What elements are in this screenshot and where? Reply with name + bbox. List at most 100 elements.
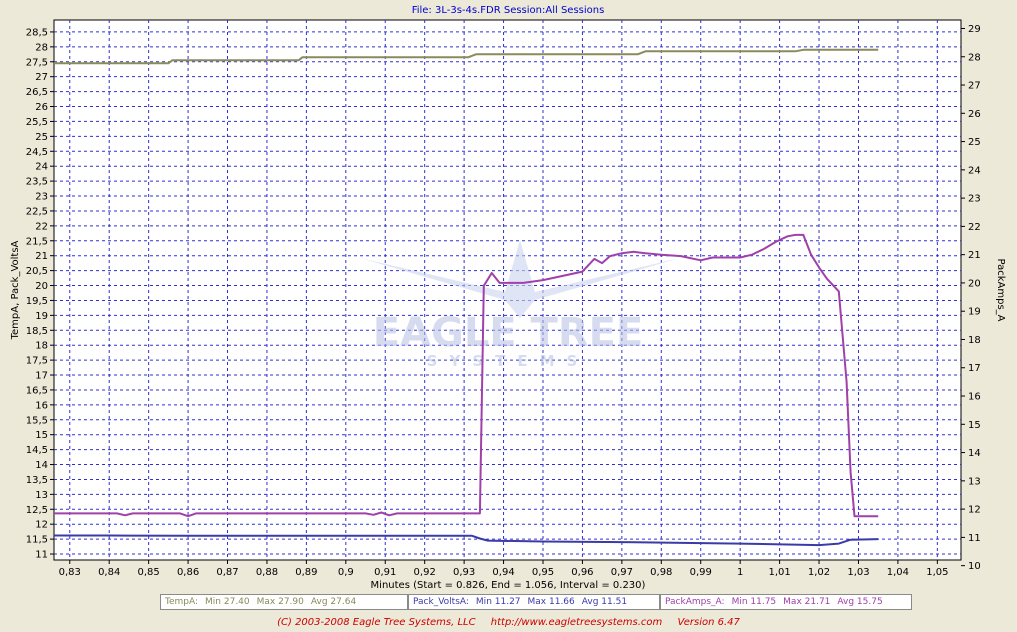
x-tick-label: 0,99 [690, 567, 712, 578]
y-left-tick-label: 20 [35, 281, 48, 292]
legend-min: Min 11.75 [731, 597, 777, 607]
legend-max: Max 21.71 [783, 597, 831, 607]
x-tick-label: 1,03 [847, 567, 869, 578]
y-left-tick-label: 17,5 [26, 356, 48, 367]
y-left-tick-label: 16,5 [26, 385, 48, 396]
y-right-tick-label: 26 [968, 109, 981, 120]
y-right-tick-label: 16 [968, 392, 981, 403]
legend-name: PackAmps_A: [665, 597, 725, 607]
legend-name: Pack_VoltsA: [413, 597, 469, 607]
legend-name: TempA: [165, 597, 199, 607]
x-tick-label: 0,95 [532, 567, 554, 578]
y-left-tick-label: 18 [35, 341, 48, 352]
watermark-logo: EAGLE TREE SYSTEMS [360, 240, 680, 370]
legend-item-tempa: TempA: Min 27.40 Max 27.90 Avg 27.64 [160, 594, 408, 610]
y-left-tick-label: 21 [35, 251, 48, 262]
legend-avg: Avg 11.51 [581, 597, 628, 607]
legend-avg: Avg 27.64 [310, 597, 357, 607]
y-left-tick-label: 28,5 [26, 27, 48, 38]
y-left-tick-label: 26,5 [26, 87, 48, 98]
y-right-tick-label: 29 [968, 24, 981, 35]
y-left-axis-ticks: 11 11,5 12 12,5 13 13,5 14 14,5 15 15,5 16 16,5 17 17… [26, 27, 54, 561]
y-right-tick-label: 14 [968, 448, 981, 459]
x-axis-ticks: 0,83 0,84 0,85 0,86 0,87 0,88 0,89 0,9 0,91 0,92 0… [59, 560, 948, 578]
y-right-tick-label: 28 [968, 52, 981, 63]
y-left-tick-label: 28 [35, 42, 48, 53]
y-right-tick-label: 10 [968, 561, 981, 572]
x-tick-label: 1,05 [926, 567, 948, 578]
y-left-tick-label: 27,5 [26, 57, 48, 68]
x-tick-label: 0,92 [414, 567, 436, 578]
y-right-tick-label: 20 [968, 278, 981, 289]
legend-min: Min 27.40 [205, 597, 250, 607]
y-left-tick-label: 12,5 [26, 505, 48, 516]
y-left-tick-label: 24 [35, 162, 48, 173]
y-right-tick-label: 24 [968, 165, 981, 176]
series-line-pack-voltsa [54, 534, 879, 547]
watermark-line1: EAGLE TREE [373, 310, 644, 356]
y-right-tick-label: 18 [968, 335, 981, 346]
y-right-tick-label: 11 [968, 533, 981, 544]
y-right-tick-label: 27 [968, 81, 981, 92]
y-left-tick-label: 13,5 [26, 475, 48, 486]
y-left-axis-label: TempA, Pack_VoltsA [10, 240, 21, 340]
version-text: Version 6.47 [677, 617, 740, 628]
y-left-tick-label: 27 [35, 72, 48, 83]
copyright-text: (C) 2003-2008 Eagle Tree Systems, LLC [277, 617, 476, 628]
y-right-tick-label: 13 [968, 476, 981, 487]
y-left-tick-label: 23,5 [26, 177, 48, 188]
y-right-tick-label: 23 [968, 194, 981, 205]
grid [54, 20, 961, 560]
y-left-tick-label: 15 [35, 430, 48, 441]
y-left-tick-label: 14 [35, 460, 48, 471]
y-right-tick-label: 19 [968, 307, 981, 318]
x-tick-label: 0,94 [492, 567, 514, 578]
y-left-tick-label: 22,5 [26, 206, 48, 217]
x-tick-label: 1 [737, 567, 743, 578]
footer: (C) 2003-2008 Eagle Tree Systems, LLC ht… [0, 617, 1017, 628]
x-tick-label: 0,98 [650, 567, 672, 578]
watermark-line2: SYSTEMS [427, 352, 590, 370]
y-left-tick-label: 11,5 [26, 535, 48, 546]
y-left-tick-label: 15,5 [26, 415, 48, 426]
website-link[interactable]: http://www.eagletreesystems.com [490, 617, 663, 628]
series-line-tempa [54, 48, 879, 65]
legend-max: Max 27.90 [256, 597, 304, 607]
y-left-tick-label: 19 [35, 311, 48, 322]
legend-max: Max 11.66 [527, 597, 575, 607]
x-tick-label: 0,85 [138, 567, 160, 578]
x-axis-label: Minutes (Start = 0.826, End = 1.056, Int… [371, 580, 646, 591]
chart-title: File: 3L-3s-4s.FDR Session:All Sessions [412, 5, 605, 16]
y-left-tick-label: 17 [35, 371, 48, 382]
y-left-tick-label: 21,5 [26, 236, 48, 247]
legend-item-pack-volts: Pack_VoltsA: Min 11.27 Max 11.66 Avg 11.51 [408, 594, 660, 610]
y-right-tick-label: 12 [968, 505, 981, 516]
y-right-tick-label: 22 [968, 222, 981, 233]
x-tick-label: 0,89 [295, 567, 317, 578]
x-tick-label: 0,96 [571, 567, 593, 578]
x-tick-label: 0,91 [374, 567, 396, 578]
x-tick-label: 0,86 [177, 567, 199, 578]
y-left-tick-label: 23 [35, 192, 48, 203]
x-tick-label: 1,04 [887, 567, 909, 578]
x-tick-label: 0,88 [256, 567, 278, 578]
x-tick-label: 0,87 [216, 567, 238, 578]
watermark-eagle-wings [360, 240, 680, 318]
legend-item-pack-amps: PackAmps_A: Min 11.75 Max 21.71 Avg 15.75 [660, 594, 912, 610]
x-tick-label: 0,84 [98, 567, 120, 578]
y-left-tick-label: 25,5 [26, 117, 48, 128]
series-group [54, 48, 879, 547]
y-left-tick-label: 25 [35, 132, 48, 143]
legend: TempA: Min 27.40 Max 27.90 Avg 27.64 Pack_V… [160, 594, 912, 610]
y-left-tick-label: 13 [35, 490, 48, 501]
x-tick-label: 0,83 [59, 567, 81, 578]
x-tick-label: 0,9 [338, 567, 354, 578]
y-right-axis-label: PackAmps_A [995, 259, 1006, 322]
series-line-packamps-a [54, 233, 879, 518]
y-right-tick-label: 17 [968, 363, 981, 374]
x-tick-label: 0,97 [611, 567, 633, 578]
y-right-tick-label: 21 [968, 250, 981, 261]
y-left-tick-label: 22 [35, 221, 48, 232]
y-right-tick-label: 25 [968, 137, 981, 148]
